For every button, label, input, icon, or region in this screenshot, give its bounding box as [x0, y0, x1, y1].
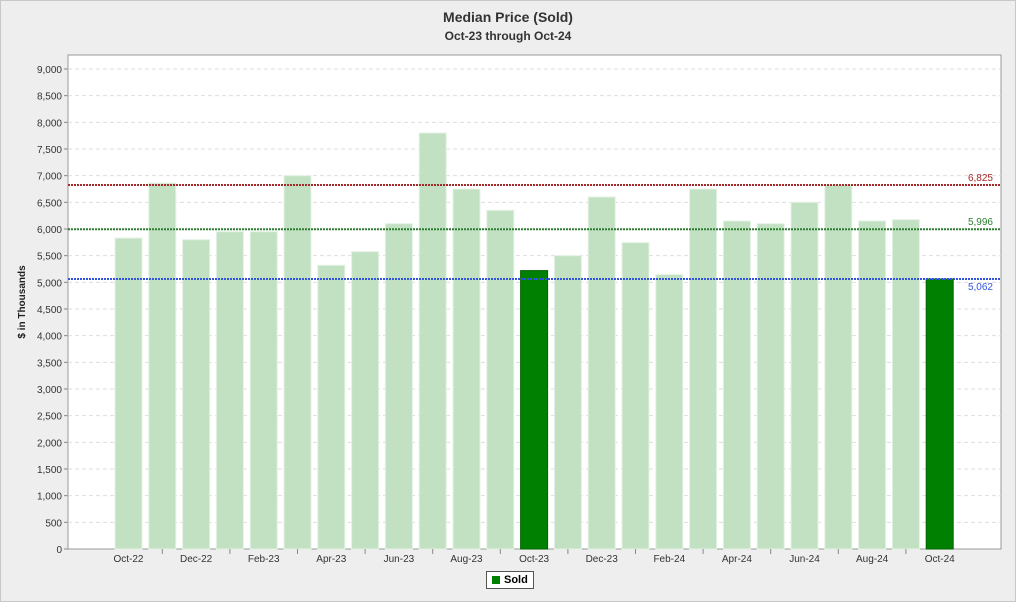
- y-tick-label: 0: [56, 545, 62, 556]
- bar-jan-24: [621, 242, 650, 550]
- bar-nov-23: [553, 255, 582, 550]
- reference-line-label: 5,062: [968, 282, 993, 293]
- bar-apr-24: [722, 220, 751, 550]
- y-tick-label: 6,000: [37, 225, 62, 236]
- legend-label-sold: Sold: [504, 574, 528, 586]
- bar-oct-24: [925, 278, 954, 550]
- bar-jan-23: [215, 231, 244, 550]
- x-tick-label: Oct-22: [113, 554, 143, 565]
- bar-mar-23: [283, 175, 312, 550]
- x-tick-label: Jun-23: [384, 554, 415, 565]
- bar-apr-23: [317, 264, 346, 550]
- x-tick-label: Oct-23: [519, 554, 549, 565]
- y-tick-label: 1,500: [37, 465, 62, 476]
- reference-line-label: 5,996: [968, 217, 993, 228]
- x-tick-label: Oct-24: [925, 554, 955, 565]
- y-tick-label: 5,000: [37, 278, 62, 289]
- bar-jul-23: [418, 132, 447, 550]
- reference-line-label: 6,825: [968, 173, 993, 184]
- bar-feb-23: [249, 231, 278, 550]
- bar-nov-22: [148, 182, 177, 550]
- bar-jun-23: [384, 223, 413, 550]
- y-tick-label: 8,500: [37, 92, 62, 103]
- x-tick-label: Aug-23: [450, 554, 483, 565]
- y-tick-label: 2,500: [37, 412, 62, 423]
- bar-oct-23: [520, 270, 549, 550]
- x-tick-label: Apr-23: [316, 554, 346, 565]
- bar-may-24: [756, 223, 785, 550]
- y-tick-label: 3,500: [37, 358, 62, 369]
- y-tick-label: 9,000: [37, 65, 62, 76]
- x-tick-label: Dec-22: [180, 554, 213, 565]
- y-tick-label: 5,500: [37, 252, 62, 263]
- bar-sep-23: [486, 209, 515, 550]
- bar-dec-23: [587, 196, 616, 550]
- y-tick-label: 8,000: [37, 118, 62, 129]
- x-tick-label: Feb-23: [248, 554, 280, 565]
- y-tick-label: 500: [45, 518, 62, 529]
- y-tick-label: 7,000: [37, 172, 62, 183]
- y-tick-label: 4,500: [37, 305, 62, 316]
- bar-aug-24: [858, 220, 887, 550]
- x-tick-label: Feb-24: [653, 554, 685, 565]
- y-tick-label: 3,000: [37, 385, 62, 396]
- legend: Sold: [486, 571, 534, 589]
- bar-aug-23: [452, 188, 481, 550]
- bar-jul-24: [824, 184, 853, 550]
- y-tick-label: 1,000: [37, 492, 62, 503]
- y-axis-label: $ in Thousands: [17, 265, 28, 339]
- bar-mar-24: [689, 188, 718, 550]
- y-tick-label: 7,500: [37, 145, 62, 156]
- x-tick-label: Aug-24: [856, 554, 889, 565]
- x-tick-label: Jun-24: [789, 554, 820, 565]
- y-tick-label: 6,500: [37, 198, 62, 209]
- x-tick-label: Apr-24: [722, 554, 752, 565]
- bar-dec-22: [182, 239, 211, 550]
- bar-jun-24: [790, 201, 819, 550]
- bar-oct-22: [114, 237, 143, 550]
- y-tick-label: 2,000: [37, 438, 62, 449]
- chart-subtitle: Oct-23 through Oct-24: [444, 29, 572, 43]
- chart-title: Median Price (Sold): [443, 9, 573, 25]
- bar-sep-24: [891, 219, 920, 550]
- legend-swatch-sold: [492, 576, 500, 584]
- bar-feb-24: [655, 274, 684, 550]
- bar-may-23: [351, 251, 380, 550]
- y-tick-label: 4,000: [37, 332, 62, 343]
- x-tick-label: Dec-23: [586, 554, 619, 565]
